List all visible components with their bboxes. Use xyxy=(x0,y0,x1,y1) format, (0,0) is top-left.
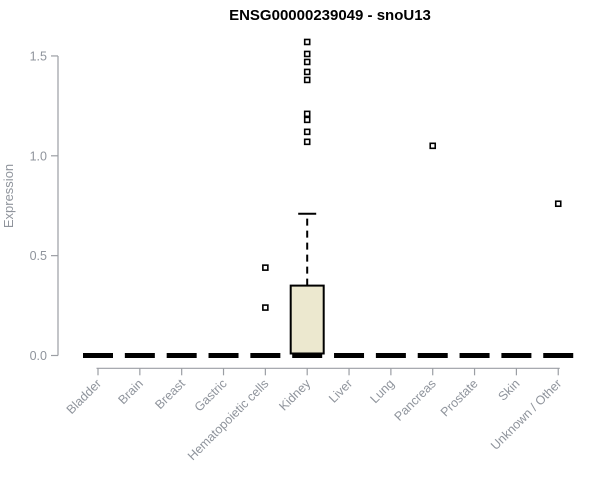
median-bar-breast xyxy=(166,353,197,358)
x-tick-label-hematopoietic-cells: Hematopoietic cells xyxy=(185,377,272,464)
median-bar-kidney xyxy=(292,353,323,358)
y-tick-label: 1.5 xyxy=(30,49,47,63)
outlier-point-hematopoietic-cells xyxy=(262,264,269,271)
chart-title: ENSG00000239049 - snoU13 xyxy=(229,7,431,24)
outlier-point-kidney xyxy=(303,76,311,84)
median-bar-unknown-other xyxy=(543,353,574,358)
x-tick-label-pancreas: Pancreas xyxy=(392,377,439,424)
outlier-point-kidney xyxy=(303,128,311,136)
x-tick-label-bladder: Bladder xyxy=(64,377,104,417)
outlier-point-pancreas xyxy=(429,142,437,150)
outlier-point-kidney xyxy=(303,116,311,124)
outlier-point-kidney xyxy=(303,138,311,146)
x-tick-label-liver: Liver xyxy=(326,377,355,406)
median-bar-liver xyxy=(334,353,365,358)
x-tick-label-breast: Breast xyxy=(152,376,188,412)
outlier-point-kidney xyxy=(303,68,311,76)
outlier-point-kidney xyxy=(303,58,311,66)
outlier-point-kidney xyxy=(303,38,311,46)
median-bar-prostate xyxy=(459,353,490,358)
x-tick-label-lung: Lung xyxy=(367,376,397,406)
median-bar-brain xyxy=(124,353,155,358)
median-bar-hematopoietic-cells xyxy=(250,353,281,358)
x-tick-label-kidney: Kidney xyxy=(276,376,313,413)
y-tick-label: 1.0 xyxy=(30,149,47,163)
y-axis-label: Expression xyxy=(1,164,16,228)
median-bar-lung xyxy=(375,353,406,358)
outlier-point-hematopoietic-cells xyxy=(262,304,269,311)
x-tick-label-unknown-other: Unknown / Other xyxy=(488,377,564,453)
x-tick-label-prostate: Prostate xyxy=(438,376,481,419)
median-bar-skin xyxy=(501,353,532,358)
x-tick-label-skin: Skin xyxy=(495,376,522,403)
plot-area: 0.0 0.5 1.0 1.5 Bladder Brain Breast GastricHem… xyxy=(30,38,574,464)
x-tick-label-brain: Brain xyxy=(115,376,146,407)
outlier-point-kidney xyxy=(303,110,311,118)
x-tick-label-gastric: Gastric xyxy=(192,377,230,415)
median-bar-pancreas xyxy=(417,353,448,358)
median-bar-gastric xyxy=(208,353,239,358)
y-tick-label: 0.5 xyxy=(30,249,47,263)
median-bar-bladder xyxy=(83,353,113,358)
box-kidney xyxy=(289,284,325,355)
outlier-point-unknown-other xyxy=(554,200,562,208)
y-tick-label: 0.0 xyxy=(30,349,47,363)
outlier-point-kidney xyxy=(303,50,311,58)
